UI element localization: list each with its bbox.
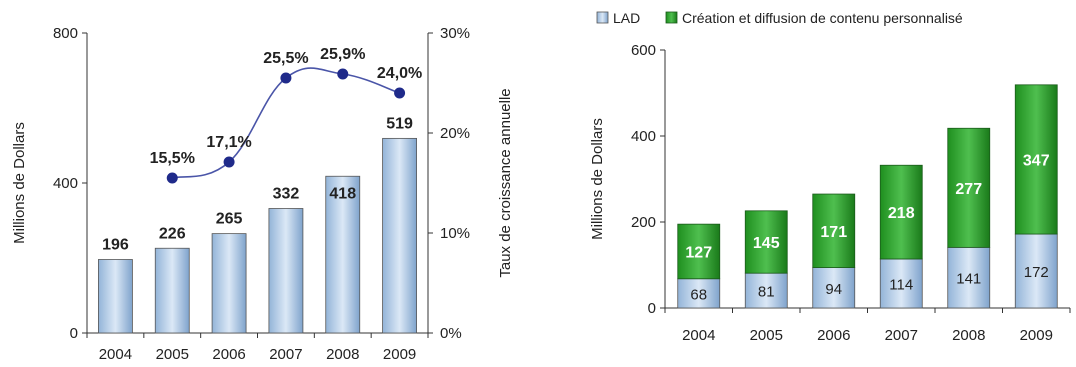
- bar-segment-creation: [1014, 84, 1058, 235]
- y-tick-label: 0: [70, 325, 78, 342]
- y-right-tick-label: 0%: [440, 325, 462, 342]
- growth-value-label: 25,9%: [320, 46, 365, 63]
- bar-line-chart-total: 0 400 800 0% 10% 20% 30% 196 226 265 332 418 519 2004…: [11, 25, 514, 363]
- y-axis-title: Millions de Dollars: [11, 122, 28, 244]
- bar-segment-creation: [677, 223, 721, 280]
- growth-value-label: 17,1%: [206, 134, 251, 151]
- bar-segment-lad: [677, 278, 721, 309]
- x-tick-label: 2005: [156, 346, 189, 363]
- bar-value-label-creation: 218: [888, 205, 915, 222]
- bar: [382, 137, 417, 334]
- growth-value-label: 15,5%: [150, 150, 195, 167]
- bar-value-label-lad: 68: [690, 286, 707, 303]
- bar-value-label: 226: [159, 225, 186, 242]
- bar-value-label-lad: 172: [1024, 264, 1049, 281]
- bar: [268, 208, 304, 334]
- bar-value-label-lad: 114: [889, 276, 913, 293]
- bar-value-label-lad: 94: [825, 281, 842, 298]
- x-tick-label: 2007: [269, 346, 302, 363]
- bar: [154, 247, 190, 334]
- bar-value-label-creation: 171: [820, 224, 847, 241]
- x-tick-label: 2006: [817, 327, 850, 344]
- y-tick-label: 800: [53, 25, 78, 42]
- y-right-tick-label: 20%: [440, 125, 470, 142]
- y-tick-label: 200: [631, 214, 656, 231]
- legend-label-creation: Création et diffusion de contenu personn…: [682, 10, 963, 26]
- bar-segment-lad: [812, 267, 856, 309]
- bar-segment-creation: [947, 127, 991, 248]
- legend-swatch-lad: [596, 11, 609, 24]
- bar-segment-lad: [1014, 233, 1058, 309]
- x-tick-label: 2008: [326, 346, 359, 363]
- y-tick-label: 0: [648, 300, 656, 317]
- bar-segment-creation: [879, 164, 923, 260]
- bar-value-label: 265: [216, 211, 243, 228]
- bar-value-label: 332: [273, 186, 300, 203]
- x-tick-label: 2009: [383, 346, 416, 363]
- x-tick-label: 2004: [99, 346, 132, 363]
- bar-value-label-creation: 127: [685, 244, 712, 261]
- legend-label-lad: LAD: [613, 10, 640, 26]
- y-tick-label: 400: [53, 175, 78, 192]
- x-tick-label: 2005: [750, 327, 783, 344]
- bar-value-label-creation: 277: [955, 181, 982, 198]
- x-tick-label: 2006: [212, 346, 245, 363]
- growth-marker: [394, 87, 406, 99]
- y-axis-title: Millions de Dollars: [589, 118, 606, 240]
- x-tick-label: 2008: [952, 327, 985, 344]
- y-right-tick-label: 30%: [440, 25, 470, 42]
- x-tick-label: 2009: [1020, 327, 1053, 344]
- bar-value-label-creation: 347: [1023, 152, 1050, 169]
- bar-value-label: 196: [102, 237, 129, 254]
- bar-value-label-lad: 141: [956, 271, 981, 288]
- growth-value-label: 24,0%: [377, 65, 422, 82]
- growth-marker: [166, 172, 178, 184]
- y-tick-label: 400: [631, 128, 656, 145]
- growth-marker: [280, 72, 292, 84]
- bar: [325, 175, 361, 334]
- bar-value-label-creation: 145: [753, 235, 780, 252]
- x-tick-label: 2007: [885, 327, 918, 344]
- bar: [98, 259, 133, 334]
- x-tick-label: 2004: [682, 327, 715, 344]
- y-right-axis-title: Taux de croissance annuelle: [497, 88, 514, 277]
- growth-marker: [337, 68, 349, 80]
- bar-value-label-lad: 81: [758, 284, 775, 301]
- bar-segment-creation: [744, 210, 788, 274]
- y-tick-label: 600: [631, 42, 656, 59]
- bar: [211, 233, 247, 334]
- bar-segment-lad: [947, 246, 991, 309]
- bar-value-label: 418: [329, 185, 356, 202]
- growth-line: [172, 67, 400, 179]
- y-right-tick-label: 10%: [440, 225, 470, 242]
- legend-swatch-creation: [665, 11, 678, 24]
- stacked-bar-chart: LAD Création et diffusion de contenu pers…: [589, 10, 1071, 344]
- bar-value-label: 519: [386, 115, 413, 132]
- growth-marker: [223, 156, 235, 168]
- growth-value-label: 25,5%: [263, 50, 308, 67]
- bar-segment-creation: [812, 193, 856, 268]
